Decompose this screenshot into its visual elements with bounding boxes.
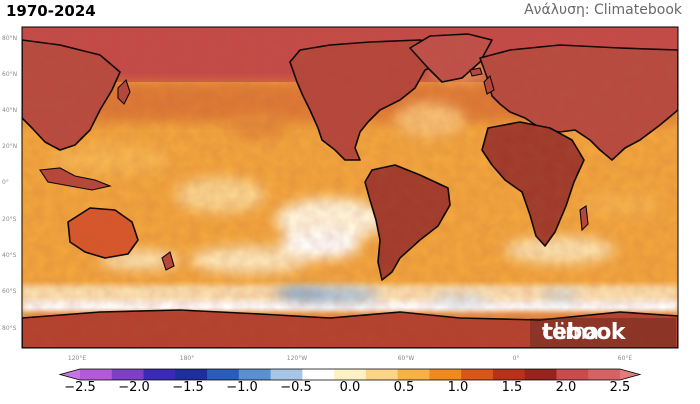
colorbar-tick-label: −0.5 (280, 380, 312, 395)
map-frame (21, 26, 679, 349)
colorbar-segment (238, 369, 272, 380)
colorbar-tick-label: −1.5 (172, 380, 204, 395)
colorbar-tick-label: 2.0 (555, 380, 577, 395)
colorbar-max-extension (620, 369, 640, 380)
colorbar-segment (461, 369, 494, 380)
colorbar-tick-label: 2.5 (609, 380, 631, 395)
colorbar-segment (397, 369, 430, 380)
watermark-text-bold: tebook (542, 320, 626, 345)
colorbar-segment (270, 369, 303, 380)
lon-label-60e: 60°E (617, 355, 633, 362)
climatebook-watermark-logo: clima tebook (530, 318, 676, 348)
colorbar-tick-label: −1.0 (226, 380, 258, 395)
colorbar-segment (588, 369, 621, 380)
lat-label-80s: 80°S (2, 325, 17, 332)
colorbar-segment (175, 369, 208, 380)
lat-label-60n: 60°N (2, 71, 18, 78)
map-title-period: 1970-2024 (6, 2, 96, 20)
colorbar-segment (111, 369, 145, 380)
lon-label-120w: 120°W (286, 355, 308, 362)
lat-label-0: 0° (2, 179, 9, 186)
colorbar-segment (80, 369, 113, 380)
lon-label-60w: 60°W (397, 355, 415, 362)
colorbar-tick-label: 0.5 (393, 380, 415, 395)
colorbar-segment (556, 369, 589, 380)
colorbar-segment (302, 369, 335, 380)
colorbar-tick-label: −2.5 (64, 380, 96, 395)
colorbar-min-extension (60, 369, 80, 380)
lat-label-80n: 80°N (2, 35, 18, 42)
colorbar-segment (334, 369, 367, 380)
analysis-credit: Ανάλυση: Climatebook (524, 2, 682, 18)
lat-label-60s: 60°S (2, 288, 17, 295)
lat-label-20s: 20°S (2, 216, 17, 223)
colorbar-segment (492, 369, 526, 380)
watermark-text-light: clima (542, 320, 599, 345)
colorbar-tick-label: 0.0 (339, 380, 361, 395)
colorbar-segment (429, 369, 462, 380)
lat-label-20n: 20°N (2, 143, 18, 150)
lon-label-0: 0° (512, 355, 520, 362)
colorbar-tick-label: 1.0 (447, 380, 469, 395)
lon-label-120e: 120°E (67, 355, 87, 362)
colorbar-segment (143, 369, 176, 380)
colorbar-segment (207, 369, 240, 380)
lat-label-40s: 40°S (2, 252, 17, 259)
colorbar-segment (524, 369, 557, 380)
colorbar (58, 368, 642, 381)
colorbar-segment (365, 369, 399, 380)
colorbar-tick-label: 1.5 (501, 380, 523, 395)
colorbar-outline (58, 368, 642, 381)
colorbar-tick-label: −2.0 (118, 380, 150, 395)
lat-label-40n: 40°N (2, 107, 18, 114)
lon-label-180: 180° (179, 355, 195, 362)
